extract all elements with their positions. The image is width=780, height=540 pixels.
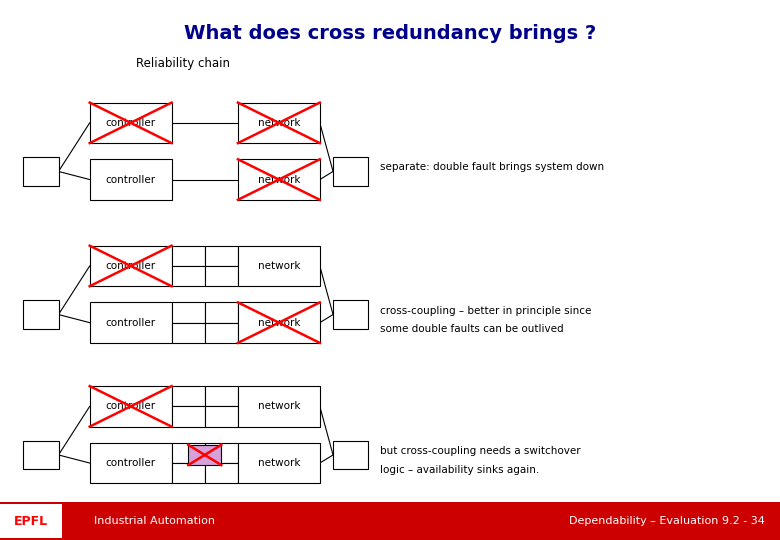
Text: What does cross redundancy brings ?: What does cross redundancy brings ? bbox=[184, 24, 596, 43]
Text: controller: controller bbox=[105, 118, 156, 128]
FancyBboxPatch shape bbox=[204, 322, 238, 343]
Text: but cross-coupling needs a switchover: but cross-coupling needs a switchover bbox=[380, 446, 580, 456]
FancyBboxPatch shape bbox=[238, 103, 320, 143]
Text: logic – availability sinks again.: logic – availability sinks again. bbox=[380, 465, 539, 475]
Text: network: network bbox=[257, 261, 300, 271]
Text: network: network bbox=[257, 318, 300, 328]
FancyBboxPatch shape bbox=[172, 246, 204, 266]
Text: Dependability – Evaluation 9.2 - 34: Dependability – Evaluation 9.2 - 34 bbox=[569, 516, 764, 526]
Text: separate: double fault brings system down: separate: double fault brings system dow… bbox=[380, 163, 604, 172]
Text: EPFL: EPFL bbox=[14, 515, 48, 528]
FancyBboxPatch shape bbox=[172, 302, 204, 322]
Text: controller: controller bbox=[105, 174, 156, 185]
FancyBboxPatch shape bbox=[172, 406, 204, 427]
Text: network: network bbox=[257, 401, 300, 411]
FancyBboxPatch shape bbox=[90, 159, 172, 200]
FancyBboxPatch shape bbox=[23, 300, 58, 329]
FancyBboxPatch shape bbox=[23, 441, 58, 469]
FancyBboxPatch shape bbox=[172, 443, 204, 463]
FancyBboxPatch shape bbox=[238, 302, 320, 343]
Text: network: network bbox=[257, 118, 300, 128]
FancyBboxPatch shape bbox=[204, 406, 238, 427]
FancyBboxPatch shape bbox=[90, 103, 172, 143]
Text: controller: controller bbox=[105, 261, 156, 271]
FancyBboxPatch shape bbox=[172, 386, 204, 406]
FancyBboxPatch shape bbox=[172, 266, 204, 286]
FancyBboxPatch shape bbox=[333, 157, 368, 186]
FancyBboxPatch shape bbox=[204, 302, 238, 322]
Text: controller: controller bbox=[105, 401, 156, 411]
FancyBboxPatch shape bbox=[90, 246, 172, 286]
FancyBboxPatch shape bbox=[172, 322, 204, 343]
Text: network: network bbox=[257, 458, 300, 468]
FancyBboxPatch shape bbox=[90, 443, 172, 483]
Text: controller: controller bbox=[105, 318, 156, 328]
FancyBboxPatch shape bbox=[333, 300, 368, 329]
FancyBboxPatch shape bbox=[172, 463, 204, 483]
Text: cross-coupling – better in principle since: cross-coupling – better in principle sin… bbox=[380, 306, 591, 315]
FancyBboxPatch shape bbox=[238, 246, 320, 286]
FancyBboxPatch shape bbox=[188, 445, 222, 465]
FancyBboxPatch shape bbox=[90, 386, 172, 427]
FancyBboxPatch shape bbox=[90, 302, 172, 343]
FancyBboxPatch shape bbox=[204, 266, 238, 286]
FancyBboxPatch shape bbox=[0, 502, 780, 540]
FancyBboxPatch shape bbox=[238, 443, 320, 483]
FancyBboxPatch shape bbox=[204, 246, 238, 266]
FancyBboxPatch shape bbox=[333, 441, 368, 469]
FancyBboxPatch shape bbox=[0, 504, 62, 538]
Text: Reliability chain: Reliability chain bbox=[136, 57, 231, 70]
Text: network: network bbox=[257, 174, 300, 185]
FancyBboxPatch shape bbox=[23, 157, 58, 186]
FancyBboxPatch shape bbox=[204, 463, 238, 483]
FancyBboxPatch shape bbox=[238, 386, 320, 427]
Text: Industrial Automation: Industrial Automation bbox=[94, 516, 214, 526]
FancyBboxPatch shape bbox=[238, 159, 320, 200]
Text: controller: controller bbox=[105, 458, 156, 468]
Text: some double faults can be outlived: some double faults can be outlived bbox=[380, 325, 563, 334]
FancyBboxPatch shape bbox=[204, 443, 238, 463]
FancyBboxPatch shape bbox=[204, 386, 238, 406]
